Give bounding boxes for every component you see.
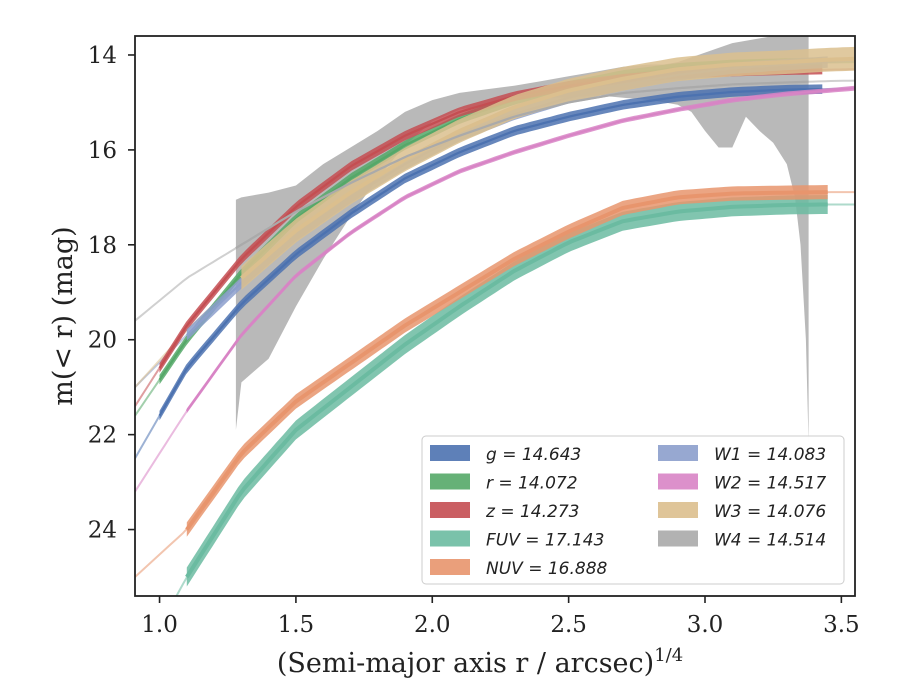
w4-uncertainty-region (235, 36, 809, 445)
series-w2-line (185, 87, 855, 412)
legend-label-nuv: NUV = 16.888 (486, 559, 608, 579)
x-tick-label: 3.5 (823, 612, 860, 638)
plot-frame (134, 35, 856, 597)
x-tick-label: 1.5 (278, 612, 315, 638)
legend: g = 14.643 r = 14.072 z = 14.273 FUV = 17.1… (421, 435, 845, 585)
legend-label-w4: W4 = 14.514 (714, 531, 826, 551)
legend-label-r: r = 14.072 (486, 474, 578, 494)
x-tick-label: 3.0 (687, 612, 724, 638)
legend-swatch-w4 (658, 530, 698, 547)
series-w3-line (240, 56, 855, 280)
y-tick-label: 24 (88, 518, 117, 544)
y-tick-label: 16 (88, 138, 117, 164)
legend-swatch-w2 (658, 473, 698, 490)
series-w4-line (235, 80, 809, 250)
legend-label-z: z = 14.273 (485, 502, 579, 522)
legend-label-w3: W3 = 14.076 (714, 502, 826, 522)
legend-swatch-z (430, 502, 470, 518)
legend-swatch-w1 (658, 445, 698, 461)
legend-label-w2: W2 = 14.517 (714, 474, 826, 494)
y-tick-label: 18 (88, 233, 117, 259)
x-axis-label: (Semi-major axis r / arcsec)1/4 (277, 645, 683, 679)
series-layer (135, 36, 855, 596)
y-tick-label: 14 (88, 43, 117, 69)
legend-frame (421, 435, 845, 585)
legend-swatch-w3 (658, 502, 698, 518)
x-tick-label: 2.0 (414, 612, 451, 638)
legend-swatch-g (430, 445, 470, 461)
series-fuv-line (185, 202, 828, 579)
y-tick-label: 22 (88, 423, 117, 449)
y-tick-label: 20 (88, 328, 117, 354)
legend-label-fuv: FUV = 17.143 (486, 531, 604, 551)
x-tick-label: 1.0 (141, 612, 178, 638)
x-tick-label: 2.5 (550, 612, 587, 638)
y-axis-label: m(< r) (mag) (48, 226, 79, 405)
ticks-layer: 1.0 1.5 2.0 2.5 3.0 3.5 14 16 18 20 22 24 (88, 43, 860, 638)
legend-swatch-fuv (430, 530, 470, 547)
legend-swatch-r (430, 473, 470, 490)
legend-swatch-nuv (430, 559, 470, 575)
series-nuv-line (185, 190, 828, 531)
legend-label-w1: W1 = 14.083 (714, 445, 826, 465)
series-g-line (158, 88, 823, 417)
legend-label-g: g = 14.643 (486, 445, 581, 465)
